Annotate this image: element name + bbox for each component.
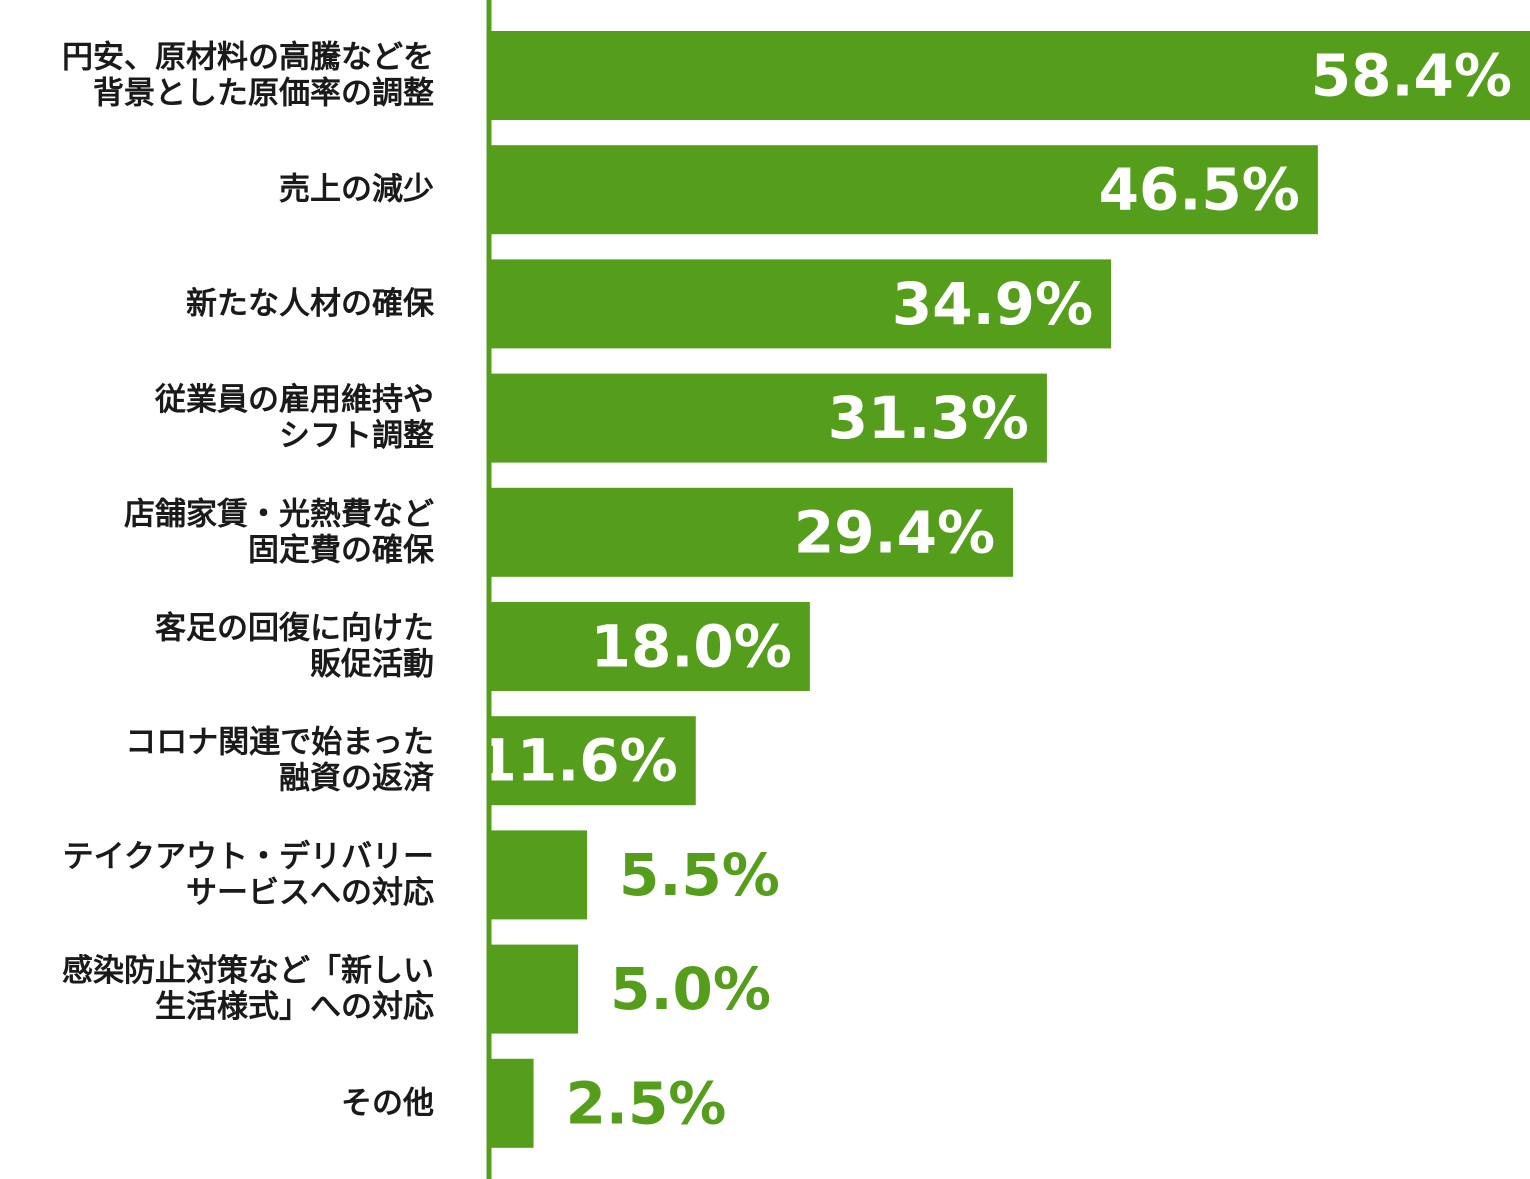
category-label-4-line-1: 従業員の雇用維持や	[154, 382, 434, 418]
category-labels-group: 円安、原材料の高騰などを背景とした原価率の調整売上の減少新たな人材の確保従業員の…	[62, 40, 435, 1122]
bar-1	[489, 31, 1530, 120]
bar-4	[489, 373, 1047, 463]
value-label-7: 11.6%	[477, 727, 678, 795]
category-label-1-line-1: 円安、原材料の高騰などを	[62, 40, 434, 76]
category-label-1-line-2: 背景とした原価率の調整	[93, 76, 434, 112]
category-label-2-line-1: 売上の減少	[279, 172, 434, 208]
value-label-6: 18.0%	[591, 613, 792, 681]
category-label-9: 感染防止対策など「新しい生活様式」への対応	[62, 953, 434, 1025]
value-label-1: 58.4%	[1311, 42, 1512, 110]
category-label-1: 円安、原材料の高騰などを背景とした原価率の調整	[62, 40, 434, 112]
bar-2	[489, 145, 1318, 235]
bar-5	[489, 487, 1014, 577]
bar-7	[489, 716, 696, 806]
category-label-5-line-1: 店舗家賃・光熱費など	[124, 496, 434, 532]
category-label-6-line-1: 客足の回復に向けた	[155, 611, 434, 647]
value-labels-group: 58.4%46.5%34.9% 31.3% 29.4%18.0% 11.6% 5.5% 5…	[477, 42, 1512, 1138]
bar-6	[489, 602, 810, 691]
category-label-7-line-1: コロナ関連で始まった	[125, 725, 434, 761]
value-label-2: 46.5%	[1099, 156, 1300, 224]
bar-9	[489, 944, 579, 1034]
category-label-2: 売上の減少	[279, 172, 434, 208]
category-label-8-line-1: テイクアウト・デリバリー	[63, 839, 434, 875]
value-label-9: 5.0%	[610, 955, 771, 1023]
category-label-8-line-2: サービスへの対応	[186, 875, 434, 911]
category-label-5: 店舗家賃・光熱費など固定費の確保	[124, 496, 435, 568]
category-label-6: 客足の回復に向けた販促活動	[155, 611, 434, 683]
bar-10	[489, 1058, 534, 1148]
value-label-4: 31.3%	[828, 384, 1029, 452]
category-label-5-line-2: 固定費の確保	[248, 532, 435, 568]
category-label-7-line-2: 融資の返済	[279, 761, 435, 797]
value-label-3: 34.9%	[892, 270, 1093, 338]
category-label-8: テイクアウト・デリバリーサービスへの対応	[63, 839, 434, 911]
bar-8	[489, 830, 588, 920]
category-label-9-line-2: 生活様式」への対応	[155, 989, 434, 1025]
category-label-6-line-2: 販促活動	[310, 647, 434, 683]
category-label-10-line-1: その他	[341, 1085, 434, 1121]
category-label-9-line-1: 感染防止対策など「新しい	[62, 953, 434, 989]
category-label-7: コロナ関連で始まった融資の返済	[125, 725, 435, 797]
bars-group	[489, 31, 1530, 1148]
bar-3	[489, 259, 1112, 349]
value-label-5: 29.4%	[794, 498, 995, 566]
value-label-10: 2.5%	[566, 1069, 727, 1137]
category-label-4-line-2: シフト調整	[279, 418, 434, 454]
category-label-4: 従業員の雇用維持やシフト調整	[154, 382, 434, 454]
value-label-8: 5.5%	[619, 841, 780, 909]
category-label-10: その他	[341, 1085, 434, 1121]
category-label-3: 新たな人材の確保	[186, 286, 435, 322]
category-label-3-line-1: 新たな人材の確保	[186, 286, 435, 322]
